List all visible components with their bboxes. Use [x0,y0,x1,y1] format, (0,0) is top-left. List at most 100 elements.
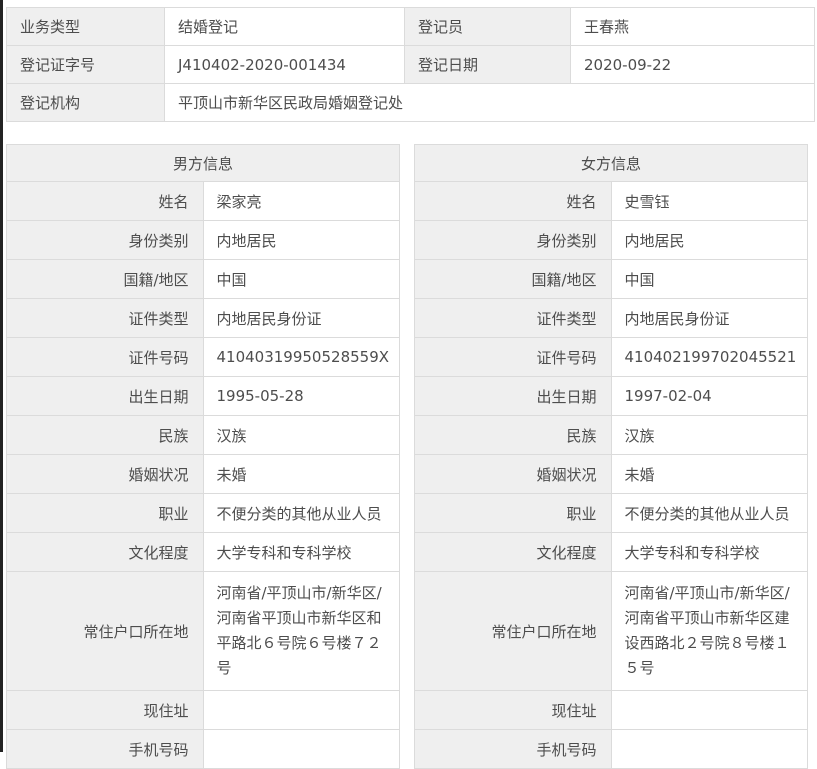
field-value: 不便分类的其他从业人员 [610,493,808,533]
field-label: 姓名 [414,181,612,221]
field-value: 河南省/平顶山市/新华区/河南省平顶山市新华区建设西路北２号院８号楼１５号 [610,571,808,691]
table-row: 国籍/地区 中国 [6,259,400,299]
table-row: 手机号码 [6,729,400,769]
certificate-number-value: J410402-2020-001434 [164,45,405,84]
field-label: 常住户口所在地 [414,571,612,691]
field-value: 410402199702045521 [610,337,808,377]
field-label: 国籍/地区 [414,259,612,299]
field-value: 未婚 [610,454,808,494]
field-value [610,690,808,730]
table-row: 现住址 [6,690,400,730]
field-value: 中国 [610,259,808,299]
field-value: 中国 [202,259,400,299]
male-info-table: 男方信息 姓名 梁家亮 身份类别 内地居民 国籍/地区 中国 证件类型 内地居民… [6,144,400,769]
field-value: 内地居民 [610,220,808,260]
field-value: 内地居民身份证 [202,298,400,338]
field-label: 婚姻状况 [414,454,612,494]
field-label: 现住址 [6,690,204,730]
field-label: 职业 [6,493,204,533]
table-row: 文化程度 大学专科和专科学校 [414,532,808,572]
field-value [610,729,808,769]
field-label: 职业 [414,493,612,533]
field-value: 大学专科和专科学校 [202,532,400,572]
business-type-label: 业务类型 [6,7,165,46]
table-row: 证件号码 41040319950528559X [6,337,400,377]
person-tables: 男方信息 姓名 梁家亮 身份类别 内地居民 国籍/地区 中国 证件类型 内地居民… [6,144,813,769]
field-value: 汉族 [202,415,400,455]
field-label: 身份类别 [414,220,612,260]
table-row: 证件类型 内地居民身份证 [414,298,808,338]
table-row: 出生日期 1995-05-28 [6,376,400,416]
field-value: 梁家亮 [202,181,400,221]
field-label: 手机号码 [6,729,204,769]
field-label: 文化程度 [414,532,612,572]
field-label: 国籍/地区 [6,259,204,299]
field-value [202,729,400,769]
table-row: 身份类别 内地居民 [414,220,808,260]
field-value: 大学专科和专科学校 [610,532,808,572]
table-row: 身份类别 内地居民 [6,220,400,260]
field-value [202,690,400,730]
table-row: 证件号码 410402199702045521 [414,337,808,377]
field-value: 汉族 [610,415,808,455]
field-value: 河南省/平顶山市/新华区/河南省平顶山市新华区和平路北６号院６号楼７２号 [202,571,400,691]
field-label: 文化程度 [6,532,204,572]
table-row: 民族 汉族 [6,415,400,455]
field-label: 证件号码 [414,337,612,377]
field-value: 不便分类的其他从业人员 [202,493,400,533]
registrar-value: 王春燕 [570,7,815,46]
table-row: 业务类型 结婚登记 登记员 王春燕 [6,7,815,46]
field-label: 常住户口所在地 [6,571,204,691]
table-row: 出生日期 1997-02-04 [414,376,808,416]
table-row: 婚姻状况 未婚 [6,454,400,494]
field-value: 史雪钰 [610,181,808,221]
field-value: 未婚 [202,454,400,494]
field-label: 民族 [6,415,204,455]
field-value: 1997-02-04 [610,376,808,416]
field-label: 姓名 [6,181,204,221]
certificate-number-label: 登记证字号 [6,45,165,84]
table-row: 职业 不便分类的其他从业人员 [414,493,808,533]
business-type-value: 结婚登记 [164,7,405,46]
registration-date-label: 登记日期 [404,45,571,84]
registration-date-value: 2020-09-22 [570,45,815,84]
table-row: 姓名 梁家亮 [6,181,400,221]
table-row: 姓名 史雪钰 [414,181,808,221]
table-row: 文化程度 大学专科和专科学校 [6,532,400,572]
registration-summary-table: 业务类型 结婚登记 登记员 王春燕 登记证字号 J410402-2020-001… [6,7,815,122]
table-row: 男方信息 [6,144,400,182]
registrar-label: 登记员 [404,7,571,46]
table-row: 常住户口所在地 河南省/平顶山市/新华区/河南省平顶山市新华区建设西路北２号院８… [414,571,808,691]
table-row: 证件类型 内地居民身份证 [6,298,400,338]
table-row: 常住户口所在地 河南省/平顶山市/新华区/河南省平顶山市新华区和平路北６号院６号… [6,571,400,691]
field-label: 身份类别 [6,220,204,260]
male-table-title: 男方信息 [6,144,400,182]
field-label: 证件类型 [6,298,204,338]
field-value: 内地居民 [202,220,400,260]
field-label: 证件类型 [414,298,612,338]
registration-office-value: 平顶山市新华区民政局婚姻登记处 [164,83,815,122]
table-row: 民族 汉族 [414,415,808,455]
field-label: 现住址 [414,690,612,730]
table-row: 手机号码 [414,729,808,769]
field-label: 手机号码 [414,729,612,769]
table-row: 职业 不便分类的其他从业人员 [6,493,400,533]
table-row: 登记证字号 J410402-2020-001434 登记日期 2020-09-2… [6,45,815,84]
field-label: 婚姻状况 [6,454,204,494]
female-table-title: 女方信息 [414,144,808,182]
field-label: 出生日期 [6,376,204,416]
field-value: 内地居民身份证 [610,298,808,338]
field-label: 出生日期 [414,376,612,416]
field-label: 证件号码 [6,337,204,377]
table-row: 登记机构 平顶山市新华区民政局婚姻登记处 [6,83,815,122]
registration-office-label: 登记机构 [6,83,165,122]
field-value: 41040319950528559X [202,337,400,377]
table-row: 现住址 [414,690,808,730]
window-left-edge [0,0,3,752]
table-row: 国籍/地区 中国 [414,259,808,299]
female-info-table: 女方信息 姓名 史雪钰 身份类别 内地居民 国籍/地区 中国 证件类型 内地居民… [414,144,808,769]
field-value: 1995-05-28 [202,376,400,416]
table-row: 婚姻状况 未婚 [414,454,808,494]
table-row: 女方信息 [414,144,808,182]
